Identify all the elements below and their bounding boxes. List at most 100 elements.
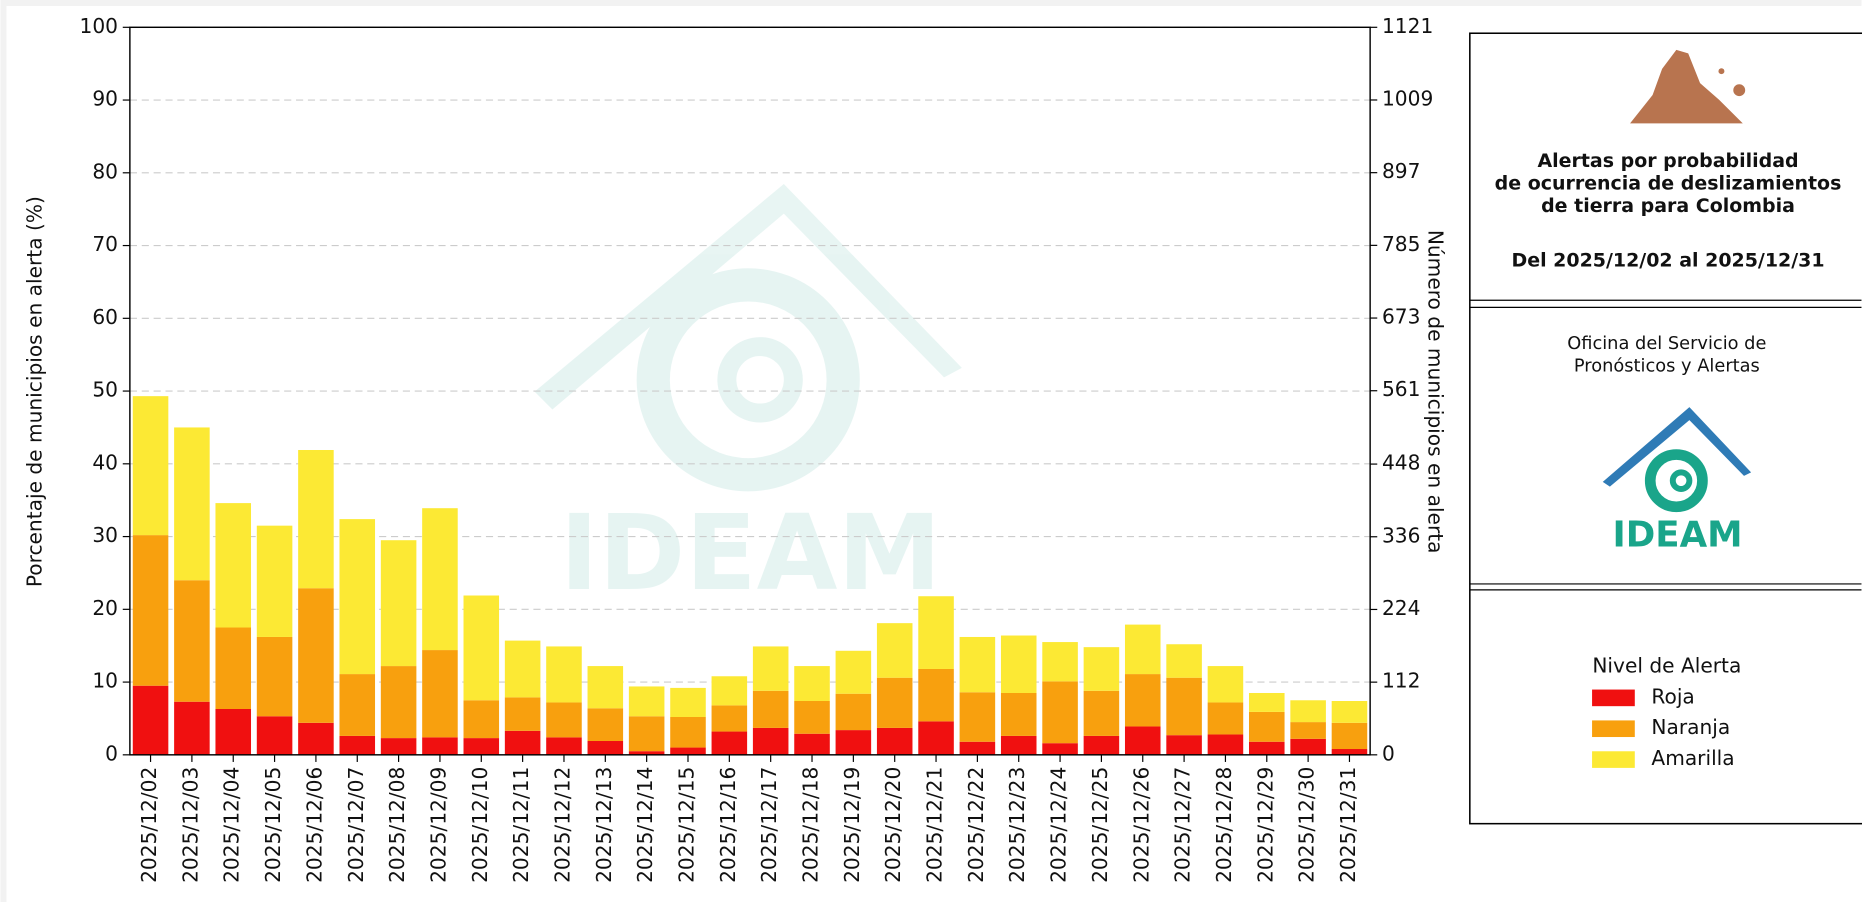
bar-segment [1332,723,1368,749]
bar-segment [215,628,251,709]
bar-segment [629,716,665,751]
bar-segment [588,741,624,755]
bar-segment [298,723,334,755]
x-tick-label: 2025/12/04 [220,767,244,883]
bar-segment [339,674,375,736]
bar-segment [1166,735,1202,755]
bar-segment [960,692,996,741]
bar-segment [960,637,996,692]
y2-tick-label: 1009 [1382,86,1433,110]
bar-segment [1125,726,1161,754]
bar-segment [1332,749,1368,755]
panel-office: Pronósticos y Alertas [1574,356,1760,377]
x-tick-label: 2025/12/27 [1171,767,1195,883]
y-tick-label: 0 [105,741,118,765]
bar-segment [1125,674,1161,726]
bar-segment [1084,691,1120,736]
bar-segment [1249,693,1285,712]
bar-segment [298,588,334,723]
x-tick-label: 2025/12/08 [385,767,409,883]
bar-segment [960,742,996,755]
landslide-icon [1733,84,1745,96]
bar-segment [877,728,913,755]
x-tick-label: 2025/12/20 [881,767,905,883]
bar-segment [877,678,913,728]
x-tick-label: 2025/12/14 [633,767,657,883]
bar-segment [1042,681,1078,743]
bar-segment [422,508,458,650]
y2-tick-label: 1121 [1382,14,1433,38]
legend-label: Roja [1651,684,1694,708]
bar-segment [753,691,789,728]
bar-segment [1084,647,1120,691]
bar-segment [1001,636,1037,693]
y2-tick-label: 0 [1382,741,1395,765]
bar-segment [422,737,458,754]
panel-title: Alertas por probabilidad [1537,150,1798,172]
bar-segment [1290,722,1326,739]
bar-segment [753,646,789,690]
bar-segment [712,732,748,755]
x-tick-label: 2025/12/25 [1088,767,1112,883]
bar-segment [505,731,541,755]
bar-segment [257,716,293,755]
y2-tick-label: 561 [1382,377,1420,401]
bar-segment [215,709,251,755]
bar-segment [836,694,872,730]
bar-segment [1166,644,1202,677]
bar-segment [546,702,582,737]
legend-label: Naranja [1651,715,1730,739]
bar-segment [464,738,500,755]
y-tick-label: 50 [92,378,118,402]
bar-segment [505,641,541,698]
legend-label: Amarilla [1651,746,1734,770]
y-tick-label: 70 [92,232,118,256]
bar-segment [877,623,913,678]
bar-segment [174,580,210,701]
bar-segment [918,596,954,669]
x-tick-label: 2025/12/03 [178,767,202,883]
x-tick-label: 2025/12/22 [964,767,988,883]
bar-segment [1208,734,1244,754]
bar-segment [1332,701,1368,723]
panel-office: Oficina del Servicio de [1567,333,1766,354]
x-tick-label: 2025/12/28 [1212,767,1236,883]
y2-tick-label: 224 [1382,596,1420,620]
x-tick-label: 2025/12/06 [302,767,326,883]
y-tick-label: 90 [92,87,118,111]
bar-segment [339,736,375,755]
bar-segment [670,748,706,755]
bar-segment [794,701,830,734]
bar-segment [794,734,830,755]
y2-tick-label: 897 [1382,159,1420,183]
chart: IDEAM Porcentaje de municipios en alerta… [0,0,1862,902]
panel-title: de tierra para Colombia [1541,195,1795,217]
x-tick-label: 2025/12/18 [799,767,823,883]
y-tick-label: 60 [92,305,118,329]
legend-swatch [1592,751,1635,768]
x-tick-label: 2025/12/02 [137,767,161,883]
bar-segment [174,427,210,580]
bar-segment [1042,743,1078,755]
x-tick-label: 2025/12/09 [426,767,450,883]
y2-axis-label: Número de municipios en alerta [1424,230,1448,554]
legend-swatch [1592,690,1635,707]
bar-segment [753,728,789,755]
bar-segment [133,396,169,535]
x-tick-label: 2025/12/05 [261,767,285,883]
y-tick-label: 10 [92,669,118,693]
y-tick-label: 30 [92,523,118,547]
y-tick-label: 80 [92,159,118,183]
bar-segment [505,697,541,730]
y-axis-label: Porcentaje de municipios en alerta (%) [23,196,47,587]
x-tick-label: 2025/12/16 [716,767,740,883]
bar-segment [1001,693,1037,736]
bar-segment [422,650,458,737]
bar-segment [794,666,830,701]
bar-segment [918,669,954,721]
bar-segment [1249,742,1285,755]
bar-segment [1166,678,1202,735]
y2-tick-label: 785 [1382,232,1420,256]
x-tick-label: 2025/12/30 [1295,767,1319,883]
y2-tick-label: 336 [1382,523,1420,547]
